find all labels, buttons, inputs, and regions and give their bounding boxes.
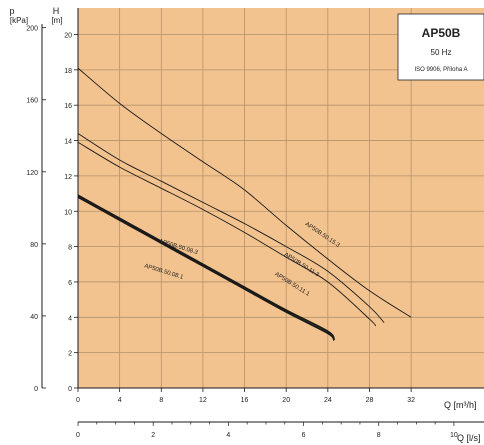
pressure-unit-label: [kPa]: [10, 16, 28, 25]
pressure-tick-label: 120: [26, 170, 38, 177]
curve-ap50b-50-08-3: [77, 194, 335, 341]
head-tick-label: 6: [68, 280, 72, 287]
info-box-frame: [397, 13, 484, 81]
flow-ls-tick-label: 0: [76, 432, 80, 439]
pressure-unit-symbol: p: [9, 6, 14, 16]
flow-m3h-tick-label: 28: [366, 397, 374, 404]
curve-ap50b-50-11-1: [77, 141, 377, 327]
head-tick-label: 12: [64, 174, 72, 181]
model-title: AP50B: [422, 26, 461, 40]
flow-m3h-tick-label: 20: [282, 397, 290, 404]
head-tick-label: 20: [64, 33, 72, 40]
head-axis-unit: [m]: [51, 16, 62, 25]
head-tick-label: 4: [68, 315, 72, 322]
info-box: AP50B 50 Hz ISO 9906, Příloha A: [397, 13, 484, 81]
head-tick-label: 8: [68, 245, 72, 252]
head-tick-label: 14: [64, 139, 72, 146]
head-tick-label: 16: [64, 103, 72, 110]
flow-m3h-tick-label: 32: [407, 397, 415, 404]
flow-m3h-axis-label: Q [m³/h]: [444, 400, 477, 410]
flow-ls-tick-label: 10: [450, 432, 458, 439]
flow-ls-tick-label: 4: [226, 432, 230, 439]
curve-ap50b-50-08-1: [77, 196, 335, 341]
flow-m3h-tick-label: 12: [199, 397, 207, 404]
flow-m3h-tick-label: 8: [159, 397, 163, 404]
flow-ls-tick-label: 2: [151, 432, 155, 439]
pressure-tick-label: 40: [30, 314, 38, 321]
pressure-tick-label: 80: [30, 242, 38, 249]
flow-m3h-tick-label: 16: [241, 397, 249, 404]
flow-ls-tick-label: 8: [377, 432, 381, 439]
pressure-tick-label: 160: [26, 98, 38, 105]
head-tick-label: 10: [64, 209, 72, 216]
flow-ls-axis-label: Q [l/s]: [457, 433, 481, 443]
head-tick-label: 0: [68, 386, 72, 393]
head-axis-symbol: H: [53, 6, 60, 16]
curve-ap50b-50-11-3: [77, 133, 385, 323]
flow-m3h-tick-label: 24: [324, 397, 332, 404]
head-tick-label: 2: [68, 351, 72, 358]
head-tick-label: 18: [64, 68, 72, 75]
curve-ap50b-50-15-3: [77, 67, 412, 318]
pressure-tick-label: 200: [26, 26, 38, 33]
frequency-label: 50 Hz: [431, 48, 452, 57]
flow-m3h-tick-label: 4: [118, 397, 122, 404]
standard-label: ISO 9906, Příloha A: [414, 67, 467, 73]
pump-curves: [77, 67, 412, 341]
flow-ls-tick-label: 6: [302, 432, 306, 439]
pressure-tick-label: 0: [34, 386, 38, 393]
flow-m3h-tick-label: 0: [76, 397, 80, 404]
